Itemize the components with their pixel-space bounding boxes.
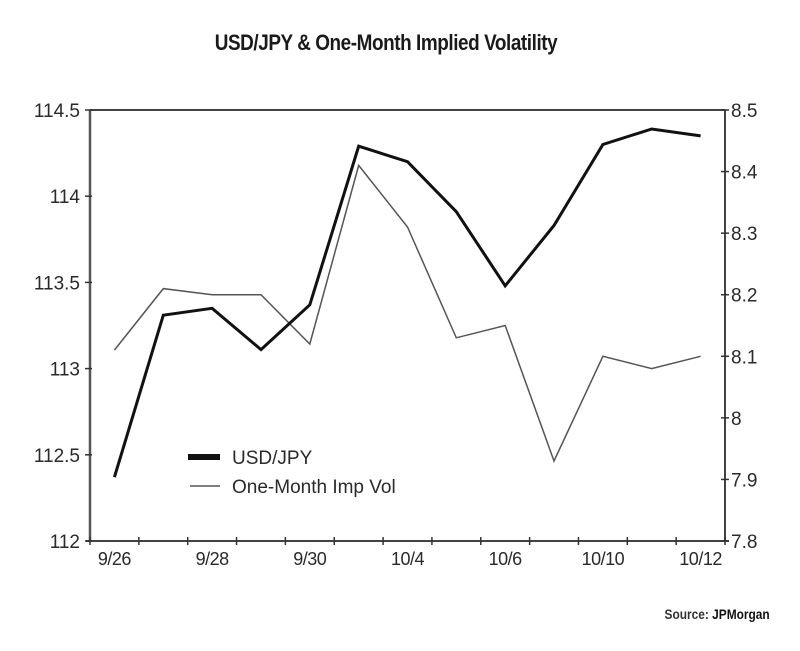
right-tick-label: 8.3 xyxy=(731,224,757,245)
x-tick-label: 9/26 xyxy=(98,549,132,569)
right-tick-label: 8.1 xyxy=(731,347,757,368)
right-tick-label: 8.5 xyxy=(731,101,757,122)
left-tick-label: 112 xyxy=(50,532,80,553)
source-note: Source: JPMorgan xyxy=(665,606,770,622)
chart-title: USD/JPY & One-Month Implied Volatility xyxy=(214,30,558,55)
x-tick-label: 10/12 xyxy=(679,549,722,569)
implied-vol-line xyxy=(113,163,701,463)
usdjpy-line xyxy=(112,127,701,478)
x-tick-label: 10/4 xyxy=(391,549,425,569)
source-brand: JPMorgan xyxy=(712,606,770,622)
right-tick-label: 8 xyxy=(731,409,742,430)
left-y-axis: 112 112.5 113 113.5 114 114.5 xyxy=(34,101,92,553)
data-series xyxy=(112,127,701,478)
right-tick-label: 7.8 xyxy=(731,532,757,553)
legend-label-impvol: One-Month Imp Vol xyxy=(232,477,396,498)
plot-frame xyxy=(86,109,729,542)
x-tick-label: 10/6 xyxy=(489,549,523,569)
right-y-axis: 7.8 7.9 8 8.1 8.2 8.3 8.4 8.5 xyxy=(721,101,758,553)
right-tick-label: 7.9 xyxy=(731,470,757,491)
right-tick-label: 8.4 xyxy=(731,163,758,184)
left-tick-label: 112.5 xyxy=(34,446,80,467)
x-tick-label: 9/30 xyxy=(293,549,327,569)
left-tick-label: 114 xyxy=(50,187,81,208)
x-axis: 9/26 9/28 9/30 10/4 10/6 10/10 10/12 xyxy=(89,537,726,569)
x-tick-label: 10/10 xyxy=(582,549,625,569)
left-tick-label: 113 xyxy=(50,360,80,381)
right-tick-label: 8.2 xyxy=(731,286,757,307)
x-tick-label: 9/28 xyxy=(196,549,230,569)
left-tick-label: 113.5 xyxy=(34,273,80,294)
source-prefix: Source: xyxy=(664,606,713,622)
legend: USD/JPY One-Month Imp Vol xyxy=(188,448,396,498)
left-tick-label: 114.5 xyxy=(34,101,80,122)
legend-label-usdjpy: USD/JPY xyxy=(232,448,313,469)
